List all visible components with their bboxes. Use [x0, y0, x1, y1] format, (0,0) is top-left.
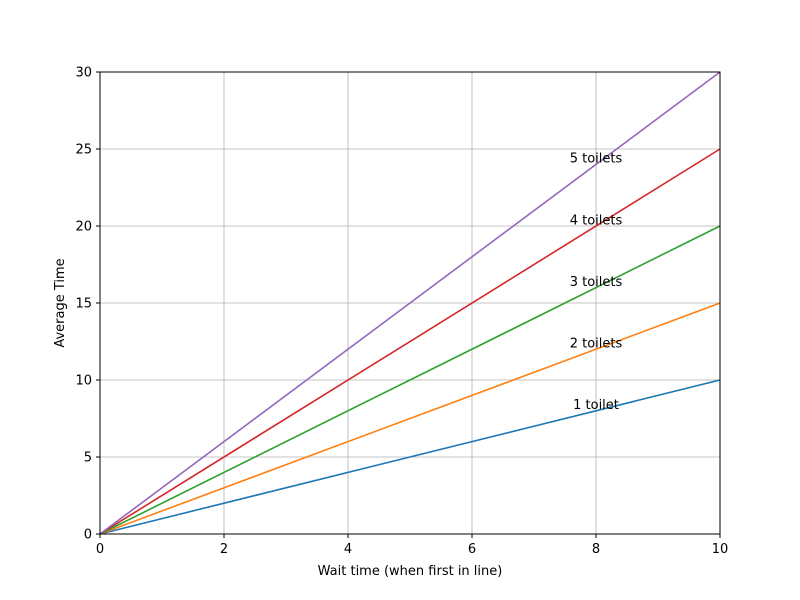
x-tick-label-3: 6 — [468, 542, 476, 557]
annotations: 1 toilet 2 toilets 3 toilets 4 toilets 5 toi… — [570, 152, 623, 413]
series-line-2 — [99, 302, 721, 535]
annotation-3: 3 toilets — [570, 275, 623, 290]
series-line-3 — [99, 225, 721, 535]
y-tick-label-0: 0 — [84, 528, 92, 543]
annotation-2: 2 toilets — [570, 337, 623, 352]
y-tick-label-6: 30 — [75, 66, 92, 81]
x-tick-label-4: 8 — [592, 542, 600, 557]
series-line-4 — [99, 148, 721, 535]
series-line-5 — [99, 71, 721, 535]
y-tick-label-3: 15 — [75, 297, 92, 312]
x-tick-label-0: 0 — [96, 542, 104, 557]
annotation-1: 1 toilet — [573, 398, 619, 413]
x-axis-label: Wait time (when first in line) — [318, 564, 503, 579]
x-axis-ticks: 0 2 4 6 8 10 — [96, 534, 728, 557]
series-lines — [99, 71, 721, 535]
y-tick-label-5: 25 — [75, 143, 92, 158]
x-tick-label-2: 4 — [344, 542, 352, 557]
series-line-1 — [99, 379, 721, 535]
y-axis-ticks: 0 5 10 15 20 25 30 — [75, 66, 100, 543]
x-tick-label-1: 2 — [220, 542, 228, 557]
y-tick-label-4: 20 — [75, 220, 92, 235]
annotation-5: 5 toilets — [570, 152, 623, 167]
annotation-4: 4 toilets — [570, 213, 623, 228]
x-tick-label-5: 10 — [712, 542, 729, 557]
y-tick-label-2: 10 — [75, 374, 92, 389]
y-tick-label-1: 5 — [84, 451, 92, 466]
y-axis-label: Average Time — [53, 258, 68, 347]
